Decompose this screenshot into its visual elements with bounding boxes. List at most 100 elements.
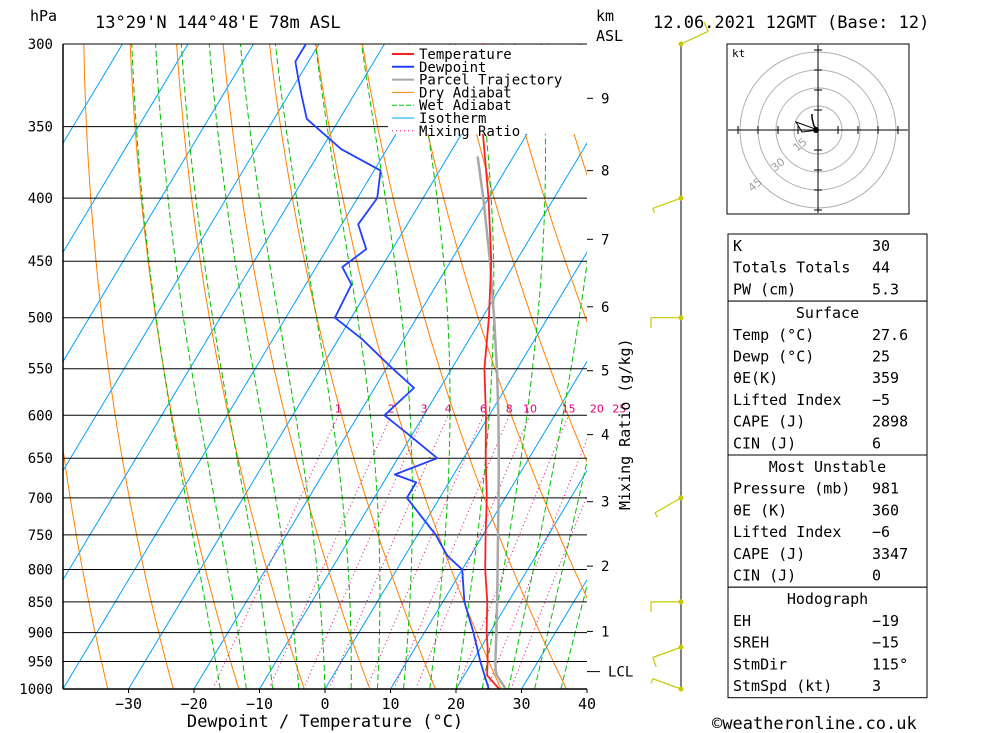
pressure-tick-label: 400 (28, 191, 53, 207)
mixing-ratio-label: 8 (506, 402, 513, 415)
wet-adiabat-line (534, 459, 587, 689)
isotherm-line (324, 251, 587, 689)
wet-adiabat-line (455, 44, 495, 689)
mixing-ratio-label: 3 (421, 402, 428, 415)
isotherm-line (63, 44, 189, 254)
parcel-trajectory-line (476, 156, 507, 689)
wind-barb-flag (650, 678, 654, 684)
wet-adiabat-line (314, 44, 381, 689)
temperature-line (481, 44, 500, 689)
table-row-value: 5.3 (872, 280, 899, 298)
wind-barb-shaft (654, 497, 682, 514)
mixing-ratio-label: 1 (335, 402, 342, 415)
legend-label: Dewpoint (419, 60, 486, 76)
table-row-value: 27.6 (872, 326, 908, 344)
pressure-tick-label: 850 (28, 595, 53, 611)
table-row-value: −6 (872, 523, 890, 541)
km-axis-label: km (596, 7, 614, 25)
legend-label: Mixing Ratio (419, 124, 520, 140)
dry-adiabat-line (966, 44, 1000, 689)
table-block (727, 300, 928, 456)
axes: 3003504004505005506006507007508008509009… (19, 37, 596, 713)
isotherm-line (259, 142, 587, 689)
location-title: 13°29'N 144°48'E 78m ASL (95, 13, 341, 33)
legend-label: Parcel Trajectory (419, 73, 562, 89)
km-axis: 1 2 3 4 5 6 7 8 9 LCL (587, 91, 633, 681)
pressure-tick-label: 550 (28, 362, 53, 378)
pressure-tick-label: 700 (28, 491, 53, 507)
table-row-label: Totals Totals (733, 259, 850, 277)
table-block (727, 454, 928, 588)
pressure-tick-label: 600 (28, 408, 53, 424)
hodograph-unit: kt (732, 47, 745, 60)
table-row-value: 359 (872, 369, 899, 387)
table-row-label: Dewp (°C) (733, 348, 814, 366)
copyright: ©weatheronline.co.uk (712, 714, 917, 733)
temperature-tick-label: 20 (447, 695, 465, 713)
isotherm-line (455, 469, 587, 689)
table-row-label: CAPE (J) (733, 545, 805, 563)
table-row-label: Temp (°C) (733, 326, 814, 344)
km-tick-label: 9 (601, 91, 609, 107)
sounding-profiles (294, 44, 507, 689)
table-row-value: 3 (872, 677, 881, 695)
table-heading: Most Unstable (769, 458, 886, 476)
wind-barb-shaft (652, 678, 682, 690)
table-row-value: 2898 (872, 413, 908, 431)
hpa-axis-label: hPa (30, 7, 57, 25)
mixing-ratio-label: 10 (523, 402, 537, 415)
isotherm-line (390, 360, 587, 689)
pressure-tick-label: 750 (28, 528, 53, 544)
isotherm-line (63, 44, 451, 689)
mixing-ratio-line (303, 415, 425, 689)
datetime-title: 12.06.2021 12GMT (Base: 12) (653, 13, 929, 33)
mixing-ratio-line (212, 415, 339, 689)
table-block (727, 586, 928, 699)
pressure-tick-label: 300 (28, 37, 53, 53)
table-row-label: θE(K) (733, 369, 778, 387)
table-row-value: 981 (872, 480, 899, 498)
table-row-value: 115° (872, 655, 908, 673)
km-tick-label: 6 (601, 300, 609, 316)
wind-barb-flag (652, 657, 657, 668)
legend-label: Temperature (419, 47, 512, 63)
wet-adiabat-line (274, 44, 352, 689)
km-tick-label: 1 (601, 624, 609, 640)
table-row-label: CIN (J) (733, 567, 796, 585)
mixing-ratio-label: 25 (612, 402, 626, 415)
legend-label: Isotherm (419, 111, 486, 127)
storm-motion-arrow (794, 121, 819, 133)
pressure-tick-label: 500 (28, 311, 53, 327)
pressure-tick-label: 900 (28, 626, 53, 642)
isotherm-line (63, 44, 254, 363)
x-axis-title: Dewpoint / Temperature (°C) (187, 712, 463, 732)
table-row-value: 30 (872, 237, 890, 255)
table-row-label: CAPE (J) (733, 413, 805, 431)
table-row-value: 3347 (872, 545, 908, 563)
table-row-label: K (733, 237, 742, 255)
wind-barb-shaft (652, 646, 682, 659)
table-row-label: Lifted Index (733, 523, 841, 541)
mixing-ratio-label: 15 (562, 402, 576, 415)
table-row-label: StmDir (733, 655, 787, 673)
table-row-value: 44 (872, 259, 890, 277)
dry-adiabat-line (920, 44, 1000, 689)
mixing-ratio-line (328, 415, 449, 689)
mixing-ratio-label: 4 (445, 402, 452, 415)
pressure-tick-label: 450 (28, 254, 53, 270)
mixing-ratio-axis-label: Mixing Ratio (g/kg) (616, 338, 634, 510)
table-row-value: 0 (872, 567, 881, 585)
temperature-tick-label: 30 (512, 695, 530, 713)
mixing-ratio-label: 20 (590, 402, 604, 415)
table-heading: Surface (796, 304, 859, 322)
wind-barb-shaft (652, 197, 682, 209)
mixing-ratio-line (393, 415, 510, 689)
km-tick-label: 5 (601, 364, 609, 380)
table-row-label: SREH (733, 634, 769, 652)
mixing-ratio-line (415, 415, 531, 689)
wet-adiabat-line (414, 44, 451, 689)
